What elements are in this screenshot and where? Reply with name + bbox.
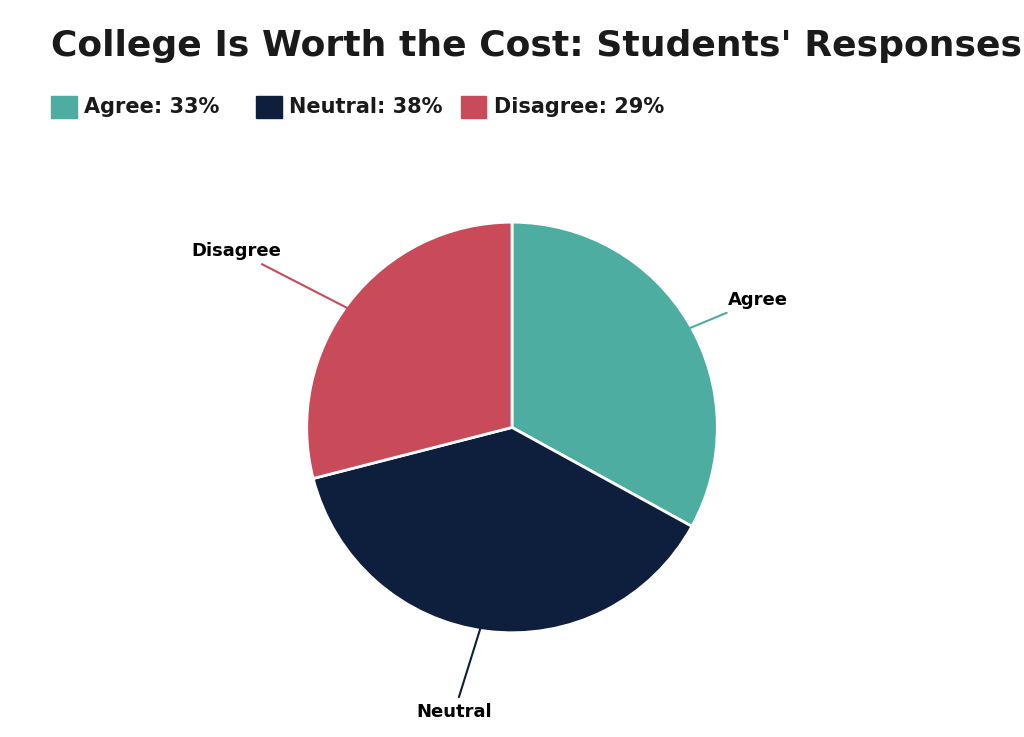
Wedge shape [512,222,717,526]
Text: College Is Worth the Cost: Students' Responses: College Is Worth the Cost: Students' Res… [51,29,1022,63]
Text: Disagree: 29%: Disagree: 29% [494,97,664,117]
Wedge shape [307,222,512,478]
Text: Neutral: 38%: Neutral: 38% [289,97,442,117]
Text: Agree: 33%: Agree: 33% [84,97,219,117]
Text: Neutral: Neutral [417,597,493,721]
Text: Disagree: Disagree [191,242,377,323]
Text: Agree: Agree [659,291,787,340]
Wedge shape [313,427,692,633]
